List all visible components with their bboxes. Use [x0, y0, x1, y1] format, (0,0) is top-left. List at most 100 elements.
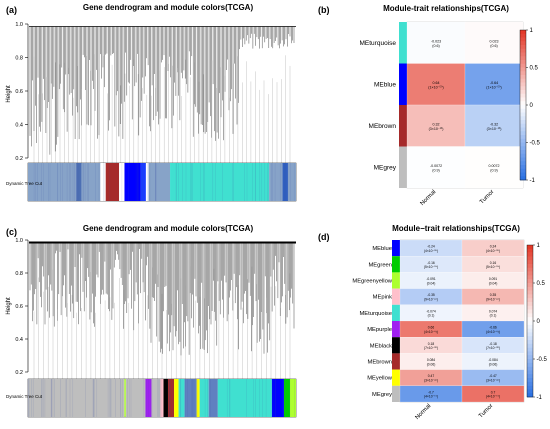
legend-gradient-step — [520, 52, 526, 57]
legend-gradient-step — [520, 37, 526, 42]
cell-pvalue: (3×10⁻²⁹) — [424, 379, 438, 383]
panel-a-title: Gene dendrogram and module colors(TCGA) — [83, 3, 254, 12]
row-label: MEpurple — [367, 327, 392, 333]
panel-d-title: Module−trait relationships(TCGA) — [392, 224, 520, 233]
heat-cell — [406, 21, 466, 64]
cell-value: 0.084 — [427, 358, 435, 362]
legend-gradient-step — [527, 393, 533, 398]
panel-c-title: Gene dendrogram and module colors(TCGA) — [83, 224, 254, 233]
panel-b-heatmap: (b) Module-trait relationships(TCGA) MEt… — [318, 4, 541, 207]
module-segment — [282, 163, 288, 201]
legend-gradient-step — [527, 366, 533, 371]
legend-gradient-step — [527, 321, 533, 326]
panel-d-label: (d) — [318, 232, 330, 242]
cell-pvalue: (0.04) — [427, 281, 436, 285]
panel-b-color-legend: 1 0.5 0 -0.5 -1 — [519, 28, 541, 184]
cell-pvalue: (0.04) — [489, 281, 498, 285]
cell-value: -0.24 — [427, 245, 435, 249]
legend-gradient-step — [520, 67, 526, 72]
legend-gradient-step — [527, 351, 533, 356]
legend-gradient-step — [520, 157, 526, 162]
heat-cell — [464, 146, 524, 189]
legend-gradient-step — [520, 127, 526, 132]
heat-cell — [406, 146, 466, 189]
legend-gradient-step — [527, 355, 533, 360]
module-segment — [168, 379, 175, 417]
legend-gradient-step — [520, 33, 526, 38]
row-label: MEgrey — [372, 392, 392, 398]
module-segment — [271, 379, 284, 417]
cell-value: -0.0072 — [430, 164, 442, 168]
row-label: MEblack — [370, 343, 392, 349]
legend-gradient-step — [527, 256, 533, 261]
legend-gradient-step — [527, 324, 533, 329]
legend-gradient-step — [520, 120, 526, 125]
module-swatch — [392, 321, 400, 338]
module-segment — [76, 163, 82, 201]
legend-gradient-step — [527, 275, 533, 280]
legend-tick-label: -1 — [530, 178, 536, 184]
heat-cell — [406, 63, 466, 106]
cell-pvalue: (9×10⁻¹⁶) — [424, 298, 438, 302]
module-segment — [140, 163, 146, 201]
legend-gradient-step — [527, 267, 533, 272]
column-label: Normal — [414, 403, 432, 421]
module-segment — [208, 379, 218, 417]
legend-gradient-step — [520, 165, 526, 170]
panel-a-module-color-bar — [27, 162, 297, 202]
panel-a-label: (a) — [6, 5, 17, 15]
cell-pvalue: (3×10⁻²⁹) — [486, 379, 500, 383]
module-swatch — [392, 369, 400, 386]
cell-value: 0.32 — [433, 122, 440, 126]
legend-gradient-step — [527, 378, 533, 383]
legend-gradient-step — [527, 302, 533, 307]
legend-gradient-step — [527, 362, 533, 367]
legend-gradient-step — [520, 75, 526, 80]
legend-gradient-step — [527, 328, 533, 333]
ytick-label: 0.2 — [15, 370, 23, 376]
panel-c-ylabel: Height — [6, 297, 12, 315]
legend-gradient-step — [527, 336, 533, 341]
panel-a-dendrogram: (a) Gene dendrogram and module colors(TC… — [6, 3, 297, 202]
module-segment — [163, 379, 169, 417]
cell-pvalue: (7×10⁻⁰⁵) — [486, 346, 500, 350]
ytick-label: 0.8 — [15, 271, 23, 277]
panel-a-yticks: 0.2 0.4 0.6 0.8 1.0 — [15, 22, 28, 162]
legend-gradient-step — [520, 93, 526, 98]
cell-value: 0.091 — [489, 277, 497, 281]
cell-value: 0.16 — [490, 261, 497, 265]
cell-value: 0.47 — [428, 374, 435, 378]
module-segment — [105, 163, 120, 201]
legend-gradient-step — [520, 101, 526, 106]
legend-gradient-step — [520, 71, 526, 76]
module-segment — [287, 163, 296, 201]
legend-gradient-step — [527, 283, 533, 288]
module-segment — [81, 163, 101, 201]
legend-gradient-step — [527, 309, 533, 314]
cell-value: 0.0072 — [489, 164, 500, 168]
cell-pvalue: (4×10⁻⁶²) — [424, 330, 438, 334]
row-label: MEbrown — [368, 360, 392, 366]
legend-gradient-step — [527, 252, 533, 257]
legend-gradient-step — [527, 305, 533, 310]
legend-tick-label: 0 — [537, 319, 541, 325]
legend-gradient-step — [520, 135, 526, 140]
ytick-label: 1.0 — [15, 238, 23, 244]
heat-cell — [406, 104, 466, 147]
cell-pvalue: (0.6) — [432, 44, 439, 48]
ytick-label: 0.4 — [15, 337, 23, 343]
module-segment — [283, 379, 290, 417]
panel-d-heatmap-cells: MEblue -0.24(4×10⁻⁰⁸)0.24(4×10⁻⁰⁸)MEgreen… — [352, 239, 525, 421]
legend-gradient-step — [527, 332, 533, 337]
legend-gradient-step — [520, 78, 526, 83]
legend-gradient-step — [527, 385, 533, 390]
legend-gradient-step — [520, 138, 526, 143]
legend-tick-label: 0.5 — [530, 66, 539, 72]
panel-c-label: (c) — [6, 227, 17, 237]
cell-pvalue: (0.1) — [428, 314, 435, 318]
module-swatch — [392, 337, 400, 354]
ytick-label: 0.6 — [15, 89, 23, 95]
row-label: MEblue — [372, 246, 392, 252]
module-swatch — [392, 256, 400, 273]
